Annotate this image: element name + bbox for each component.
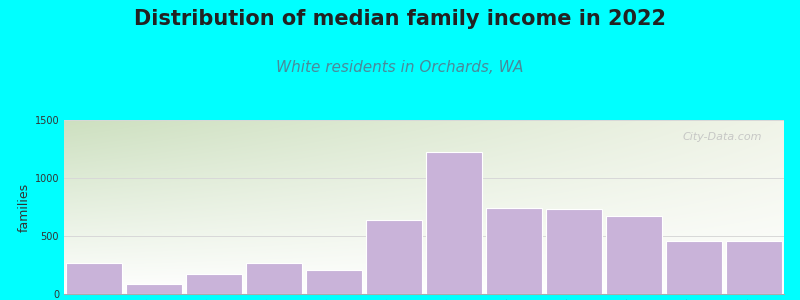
Bar bbox=[126, 284, 182, 294]
Bar bbox=[306, 270, 362, 294]
Bar bbox=[366, 220, 422, 294]
Text: White residents in Orchards, WA: White residents in Orchards, WA bbox=[276, 60, 524, 75]
Bar bbox=[186, 274, 242, 294]
Bar bbox=[66, 263, 122, 294]
Text: City-Data.com: City-Data.com bbox=[683, 132, 762, 142]
Bar bbox=[246, 263, 302, 294]
Y-axis label: families: families bbox=[18, 182, 30, 232]
Bar bbox=[426, 152, 482, 294]
Bar bbox=[666, 241, 722, 294]
Bar bbox=[486, 208, 542, 294]
Text: Distribution of median family income in 2022: Distribution of median family income in … bbox=[134, 9, 666, 29]
Bar bbox=[726, 241, 782, 294]
Bar bbox=[606, 216, 662, 294]
Bar bbox=[546, 209, 602, 294]
